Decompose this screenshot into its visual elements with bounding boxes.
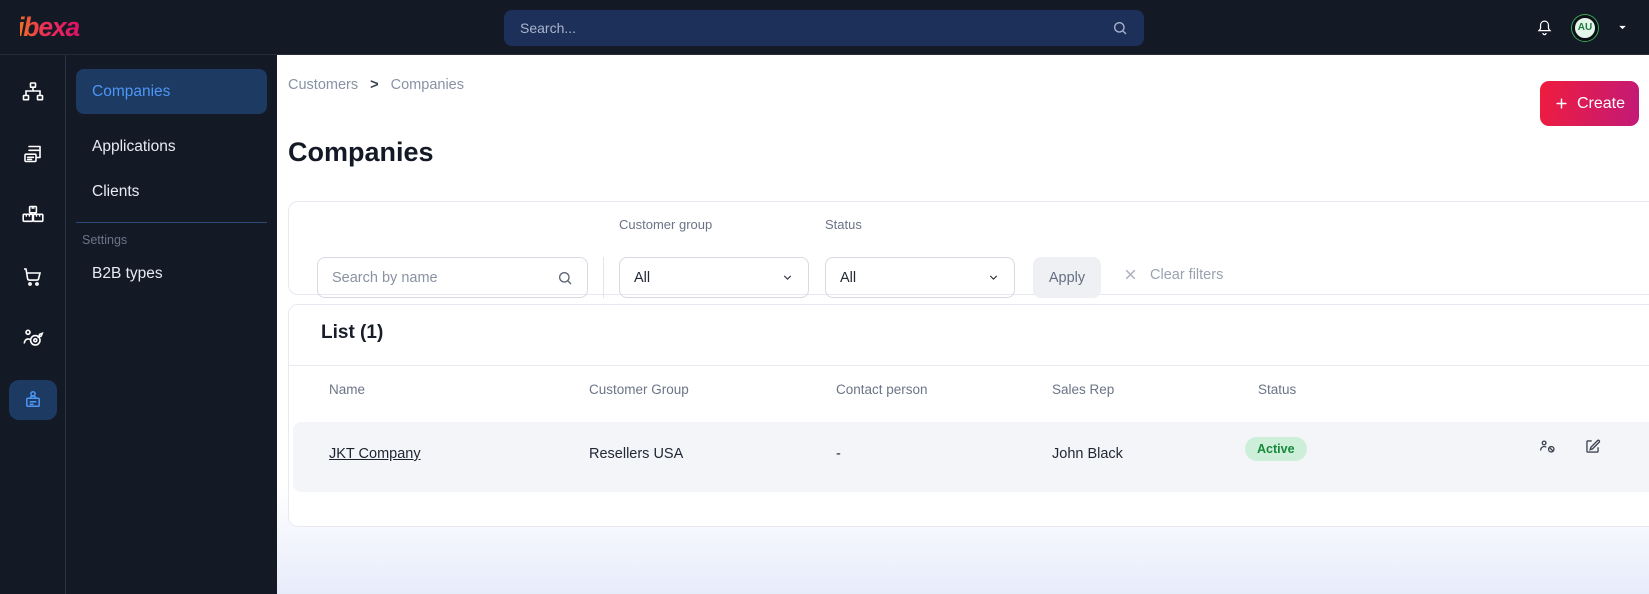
svg-text:ibexa: ibexa — [20, 12, 79, 42]
